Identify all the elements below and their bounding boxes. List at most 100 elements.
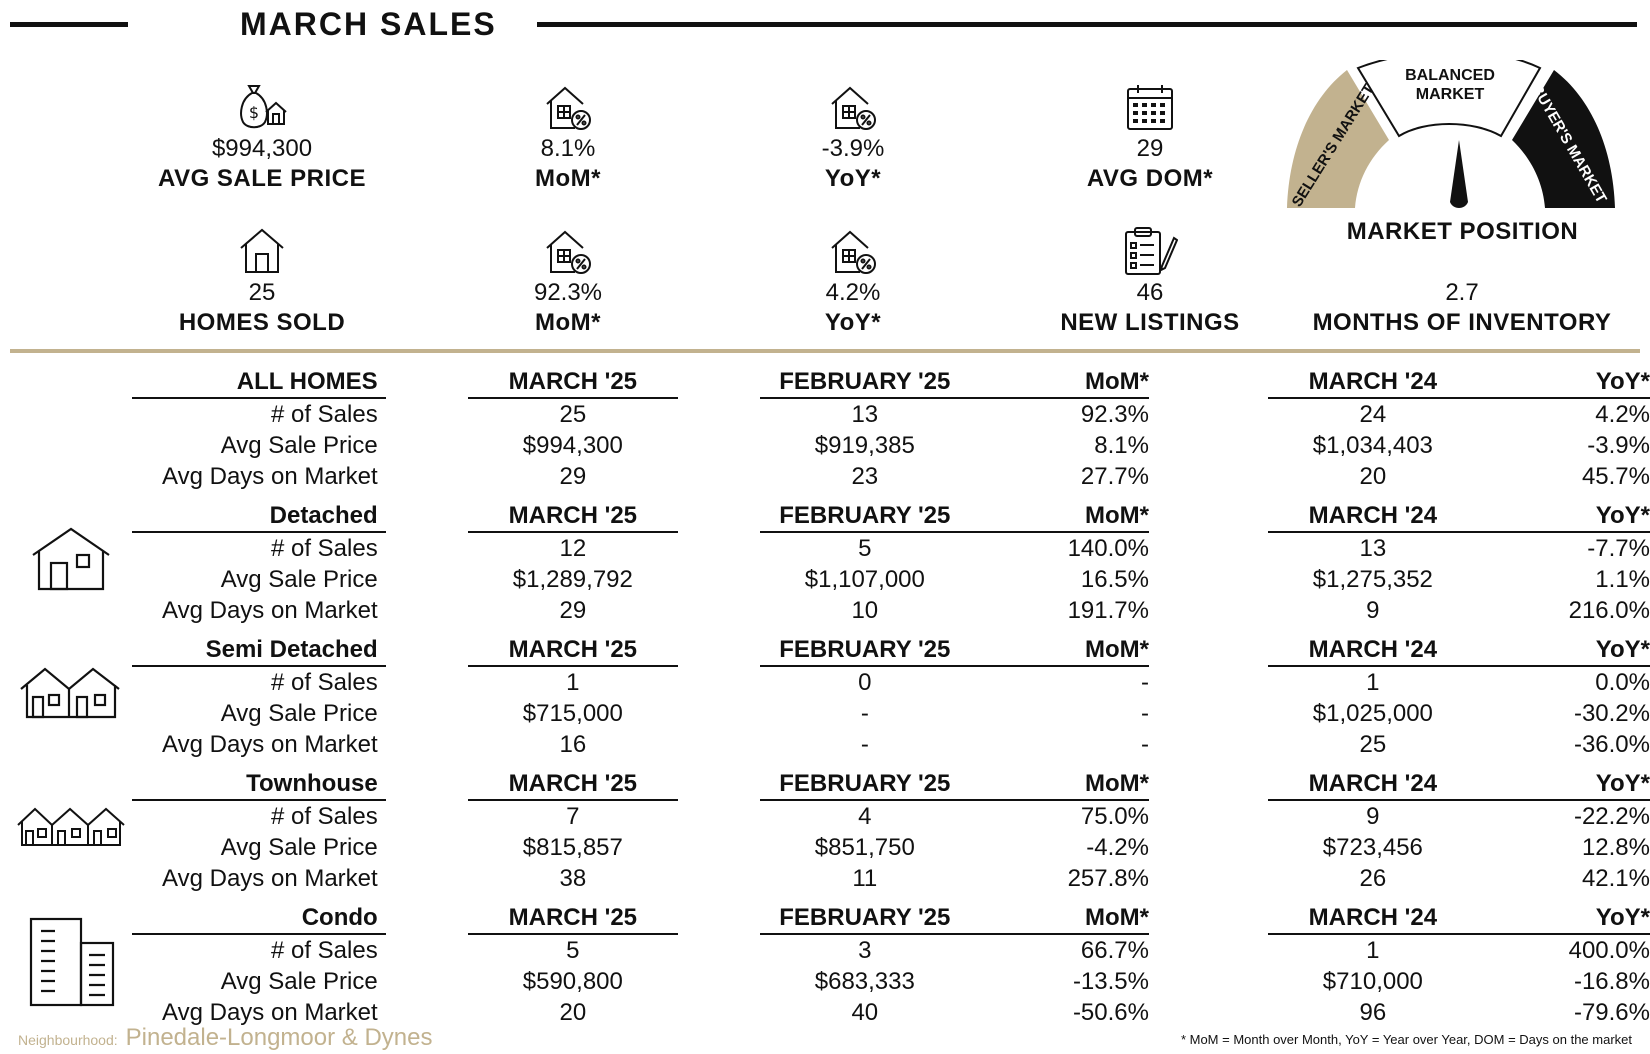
cell-march25: 12	[559, 535, 587, 562]
col-header-march24: MARCH '24	[1268, 366, 1478, 399]
cell-mom: 16.5%	[1080, 566, 1149, 593]
kpi-new-listings: 46 NEW LISTINGS	[1030, 218, 1270, 338]
cell-march25: $815,857	[522, 834, 623, 861]
house-percent-icon	[733, 74, 973, 132]
cell-march24: 20	[1359, 463, 1387, 490]
section-title: Semi Detached	[131, 634, 386, 667]
section-header-row: ALL HOMES MARCH '25 FEBRUARY '25 MoM* MA…	[10, 366, 1650, 399]
table-row: Avg Days on Market 16 - - 25 -36.0%	[10, 729, 1650, 760]
cell-march24: $723,456	[1322, 834, 1423, 861]
title-rule-left	[10, 22, 128, 27]
col-header-feb25: FEBRUARY '25	[759, 768, 970, 801]
table-row: Avg Sale Price $994,300 $919,385 8.1% $1…	[10, 430, 1650, 461]
cell-march24: 96	[1359, 999, 1387, 1026]
col-header-feb25: FEBRUARY '25	[759, 634, 970, 667]
kpi-label: YoY*	[824, 165, 882, 192]
table-row: # of Sales 1 0 - 1 0.0%	[10, 666, 1650, 698]
kpi-value: 46	[1136, 279, 1164, 306]
house-percent-icon	[448, 74, 688, 132]
house-percent-icon	[733, 218, 973, 276]
market-position-gauge: BALANCED MARKET SELLER'S MARKET BUYER'S …	[1287, 60, 1615, 210]
cell-march24: 9	[1366, 803, 1380, 830]
cell-yoy: 45.7%	[1581, 463, 1650, 490]
cell-feb25: 11	[852, 865, 878, 892]
col-header-mom: MoM*	[969, 366, 1149, 399]
cell-mom: -50.6%	[1072, 999, 1149, 1026]
table-row: Avg Sale Price $590,800 $683,333 -13.5% …	[10, 966, 1650, 997]
row-label: Avg Days on Market	[162, 999, 378, 1026]
cell-march25: 7	[566, 803, 580, 830]
clipboard-pencil-icon	[1030, 218, 1270, 276]
cell-feb25: 13	[851, 401, 879, 428]
kpi-months-inventory: 2.7 MONTHS OF INVENTORY	[1302, 218, 1622, 338]
money-bag-house-icon: $	[142, 74, 382, 132]
gauge-balanced-line2: MARKET	[1416, 86, 1485, 103]
title-rule-right	[537, 22, 1637, 27]
kpi-homes-sold: 25 HOMES SOLD	[142, 218, 382, 338]
gauge-needle	[1450, 140, 1468, 208]
cell-yoy: 216.0%	[1568, 597, 1650, 624]
table-row: # of Sales 7 4 75.0% 9 -22.2%	[10, 800, 1650, 832]
col-header-march25: MARCH '25	[468, 634, 678, 667]
col-header-yoy: YoY*	[1477, 634, 1650, 667]
kpi-label: MONTHS OF INVENTORY	[1312, 309, 1612, 336]
table-row: Avg Days on Market 29 10 191.7% 9 216.0%	[10, 595, 1650, 626]
cell-feb25: 3	[858, 937, 872, 964]
cell-feb25: 10	[851, 597, 879, 624]
kpi-value: 4.2%	[825, 279, 881, 306]
section-divider	[10, 349, 1640, 353]
row-label: Avg Days on Market	[162, 597, 378, 624]
col-header-march24: MARCH '24	[1268, 902, 1478, 935]
row-label: Avg Sale Price	[220, 566, 378, 593]
cell-yoy: 0.0%	[1595, 669, 1650, 696]
row-label: # of Sales	[270, 937, 378, 964]
cell-march25: 5	[566, 937, 580, 964]
section-title: Townhouse	[131, 768, 386, 801]
cell-feb25: $1,107,000	[804, 566, 925, 593]
cell-feb25: $919,385	[814, 432, 915, 459]
cell-march24: 1	[1366, 937, 1380, 964]
cell-march24: $1,275,352	[1312, 566, 1433, 593]
table-row: Avg Days on Market 20 40 -50.6% 96 -79.6…	[10, 997, 1650, 1028]
col-header-feb25: FEBRUARY '25	[759, 500, 970, 533]
cell-march25: 25	[559, 401, 587, 428]
section-header-row: Semi Detached MARCH '25 FEBRUARY '25 MoM…	[10, 634, 1650, 719]
col-header-yoy: YoY*	[1477, 768, 1650, 801]
cell-march25: 38	[559, 865, 587, 892]
col-header-march25: MARCH '25	[468, 500, 678, 533]
col-header-march24: MARCH '24	[1268, 768, 1478, 801]
kpi-label: AVG DOM*	[1086, 165, 1214, 192]
kpi-avg-dom: 29 AVG DOM*	[1030, 74, 1270, 194]
cell-march24: $1,034,403	[1312, 432, 1433, 459]
kpi-value: 92.3%	[533, 279, 603, 306]
col-header-march24: MARCH '24	[1268, 634, 1478, 667]
cell-yoy: -79.6%	[1573, 999, 1650, 1026]
table-row: Avg Sale Price $815,857 $851,750 -4.2% $…	[10, 832, 1650, 863]
row-label: # of Sales	[270, 535, 378, 562]
section-header-row: Condo MARCH '25 FEBRUARY '25 MoM* MARCH …	[10, 902, 1650, 1007]
gauge-buyers-segment	[1512, 70, 1615, 208]
kpi-yoy-sales: 4.2% YoY*	[733, 218, 973, 338]
section-title: ALL HOMES	[131, 366, 386, 399]
page-title: MARCH SALES	[240, 6, 497, 42]
cell-mom: -	[1140, 669, 1149, 696]
kpi-value: 25	[248, 279, 276, 306]
col-header-feb25: FEBRUARY '25	[759, 366, 970, 399]
col-header-yoy: YoY*	[1477, 500, 1650, 533]
kpi-mom-price: 8.1% MoM*	[448, 74, 688, 194]
cell-mom: 75.0%	[1080, 803, 1149, 830]
cell-mom: 257.8%	[1067, 865, 1149, 892]
kpi-value: $994,300	[211, 135, 313, 162]
gauge-balanced-segment	[1356, 60, 1542, 138]
cell-yoy: -7.7%	[1587, 535, 1650, 562]
kpi-mom-sales: 92.3% MoM*	[448, 218, 688, 338]
abbreviation-note: * MoM = Month over Month, YoY = Year ove…	[1180, 1032, 1632, 1047]
kpi-label: NEW LISTINGS	[1060, 309, 1240, 336]
cell-march25: $1,289,792	[512, 566, 633, 593]
cell-yoy: 12.8%	[1581, 834, 1650, 861]
row-label: # of Sales	[270, 669, 378, 696]
col-header-march24: MARCH '24	[1268, 500, 1478, 533]
table-row: Avg Sale Price $1,289,792 $1,107,000 16.…	[10, 564, 1650, 595]
cell-march25: $715,000	[522, 700, 623, 727]
condo-building-icon	[23, 917, 119, 1013]
